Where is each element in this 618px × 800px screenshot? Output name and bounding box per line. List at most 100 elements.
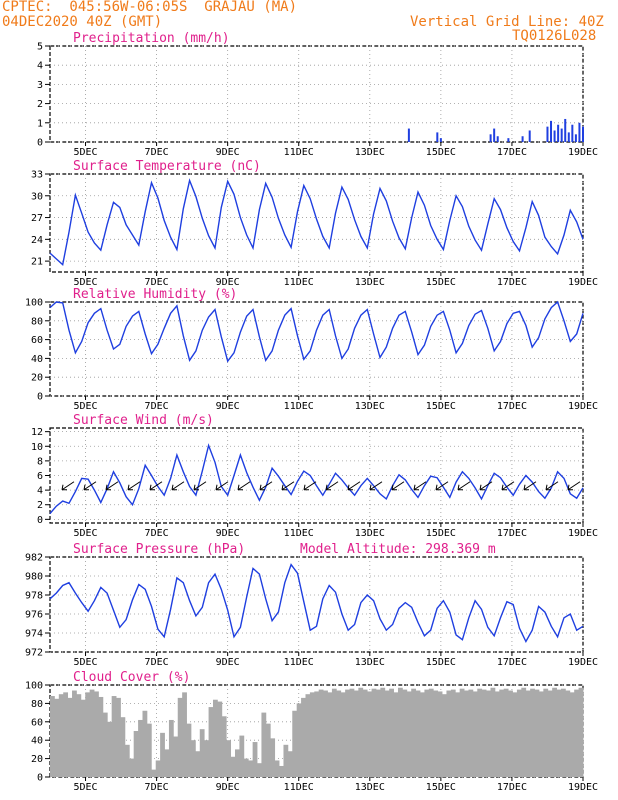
wind-arrow-head — [105, 484, 111, 491]
press-xtick-label: 7DEC — [145, 657, 169, 668]
temp-ytick-label: 24 — [31, 235, 43, 246]
wind-ytick-label: 10 — [31, 442, 43, 453]
wind-arrow-head — [193, 484, 199, 491]
precip-xtick-label: 7DEC — [145, 147, 169, 158]
cloud-bar — [235, 749, 240, 777]
cloud-bar — [560, 688, 566, 777]
press-xtick-label: 9DEC — [216, 657, 240, 668]
cloud-bar — [190, 740, 196, 777]
press-xtick-label: 11DEC — [284, 657, 314, 668]
precip-bar — [571, 124, 574, 142]
cloud-bar — [574, 689, 579, 777]
wind-arrow-shaft — [171, 481, 185, 491]
cloud-ytick-label: 80 — [31, 699, 43, 710]
wind-series-line — [49, 443, 584, 514]
wind-arrow-shaft — [105, 481, 119, 491]
temp-xtick-label: 11DEC — [284, 277, 314, 288]
wind-arrow-shaft — [501, 481, 515, 491]
cloud-bar — [530, 688, 535, 777]
cloud-xtick-label: 17DEC — [497, 782, 527, 793]
cloud-bar — [72, 690, 77, 777]
press-annotation: Model Altitude: 298.369 m — [300, 542, 496, 557]
press-frame — [49, 556, 584, 653]
precip-bar — [578, 122, 581, 142]
precip-ytick-label: 5 — [37, 42, 43, 53]
press-xtick-label: 17DEC — [497, 657, 527, 668]
cloud-xtick-label: 5DEC — [73, 782, 97, 793]
cloud-bar — [534, 689, 540, 777]
cloud-bar — [173, 736, 179, 777]
wind-arrow-shaft — [523, 481, 537, 491]
cloud-bar — [569, 692, 575, 777]
cloud-bar — [107, 721, 113, 777]
wind-arrow-shaft — [413, 481, 427, 491]
cloud-bar — [512, 692, 518, 777]
cloud-bar — [50, 696, 55, 777]
precip-ytick-label: 1 — [37, 118, 43, 129]
wind-arrow-shaft — [325, 481, 339, 491]
precip-xtick-label: 9DEC — [216, 147, 240, 158]
cloud-bar — [490, 687, 496, 777]
temp-ytick-label: 30 — [31, 191, 43, 202]
precip-bar — [493, 128, 496, 142]
press-ytick-label: 980 — [25, 572, 43, 583]
cloud-bar — [54, 698, 60, 777]
cloud-bar — [76, 694, 82, 777]
wind-ytick-label: 12 — [31, 427, 43, 438]
wind-frame — [49, 427, 584, 524]
cloud-bar — [371, 688, 377, 777]
precip-bar — [436, 132, 439, 142]
wind-title: Surface Wind (m/s) — [73, 413, 214, 428]
wind-arrow-shaft — [479, 481, 493, 491]
cloud-bar — [397, 687, 403, 777]
press-ytick-label: 974 — [25, 629, 43, 640]
rh-frame — [49, 301, 584, 397]
cloud-bar — [565, 690, 571, 777]
cloud-bar — [305, 694, 311, 777]
precip-ytick-label: 2 — [37, 99, 43, 110]
cloud-bar — [345, 689, 350, 777]
press-ytick-label: 976 — [25, 610, 43, 621]
wind-arrow-shaft — [347, 481, 361, 491]
temp-xtick-label: 19DEC — [568, 277, 598, 288]
cloud-bar — [314, 691, 320, 777]
cloud-bar — [283, 744, 289, 777]
cloud-bar — [367, 691, 372, 777]
wind-arrow-shaft — [149, 481, 163, 491]
wind-arrow-shaft — [215, 481, 229, 491]
precip-xtick-label: 5DEC — [73, 147, 97, 158]
wind-xtick-label: 15DEC — [426, 528, 456, 539]
wind-arrow-head — [215, 484, 221, 491]
precip-frame — [49, 45, 584, 143]
cloud-bar — [446, 690, 452, 777]
wind-arrow-head — [237, 484, 243, 491]
cloud-bar — [499, 689, 505, 777]
cloud-bar — [380, 687, 386, 777]
rh-ytick-label: 20 — [31, 373, 43, 384]
cloud-bar — [80, 699, 86, 777]
rh-xtick-label: 15DEC — [426, 401, 456, 412]
cloud-bar — [257, 763, 262, 777]
cloud-bar — [508, 690, 513, 777]
rh-ytick-label: 100 — [25, 298, 43, 309]
rh-ytick-label: 80 — [31, 316, 43, 327]
cloud-bar — [265, 723, 271, 777]
wind-arrow-head — [281, 484, 287, 491]
cloud-ytick-label: 0 — [37, 773, 43, 784]
precip-bar — [582, 126, 584, 142]
cloud-bar — [248, 760, 254, 777]
cloud-xtick-label: 13DEC — [355, 782, 385, 793]
wind-arrow-head — [171, 484, 177, 491]
precip-bar — [546, 126, 549, 142]
cloud-bar — [164, 749, 170, 777]
precip-bar — [574, 134, 577, 142]
cloud-bar — [552, 687, 557, 777]
rh-ytick-label: 0 — [37, 392, 43, 403]
cloud-bar — [353, 690, 359, 777]
cloud-xtick-label: 7DEC — [145, 782, 169, 793]
cloud-ytick-label: 20 — [31, 754, 43, 765]
cloud-bar — [102, 712, 108, 777]
precip-bar — [560, 128, 563, 142]
wind-ytick-label: 2 — [37, 500, 43, 511]
temp-xtick-label: 9DEC — [216, 277, 240, 288]
